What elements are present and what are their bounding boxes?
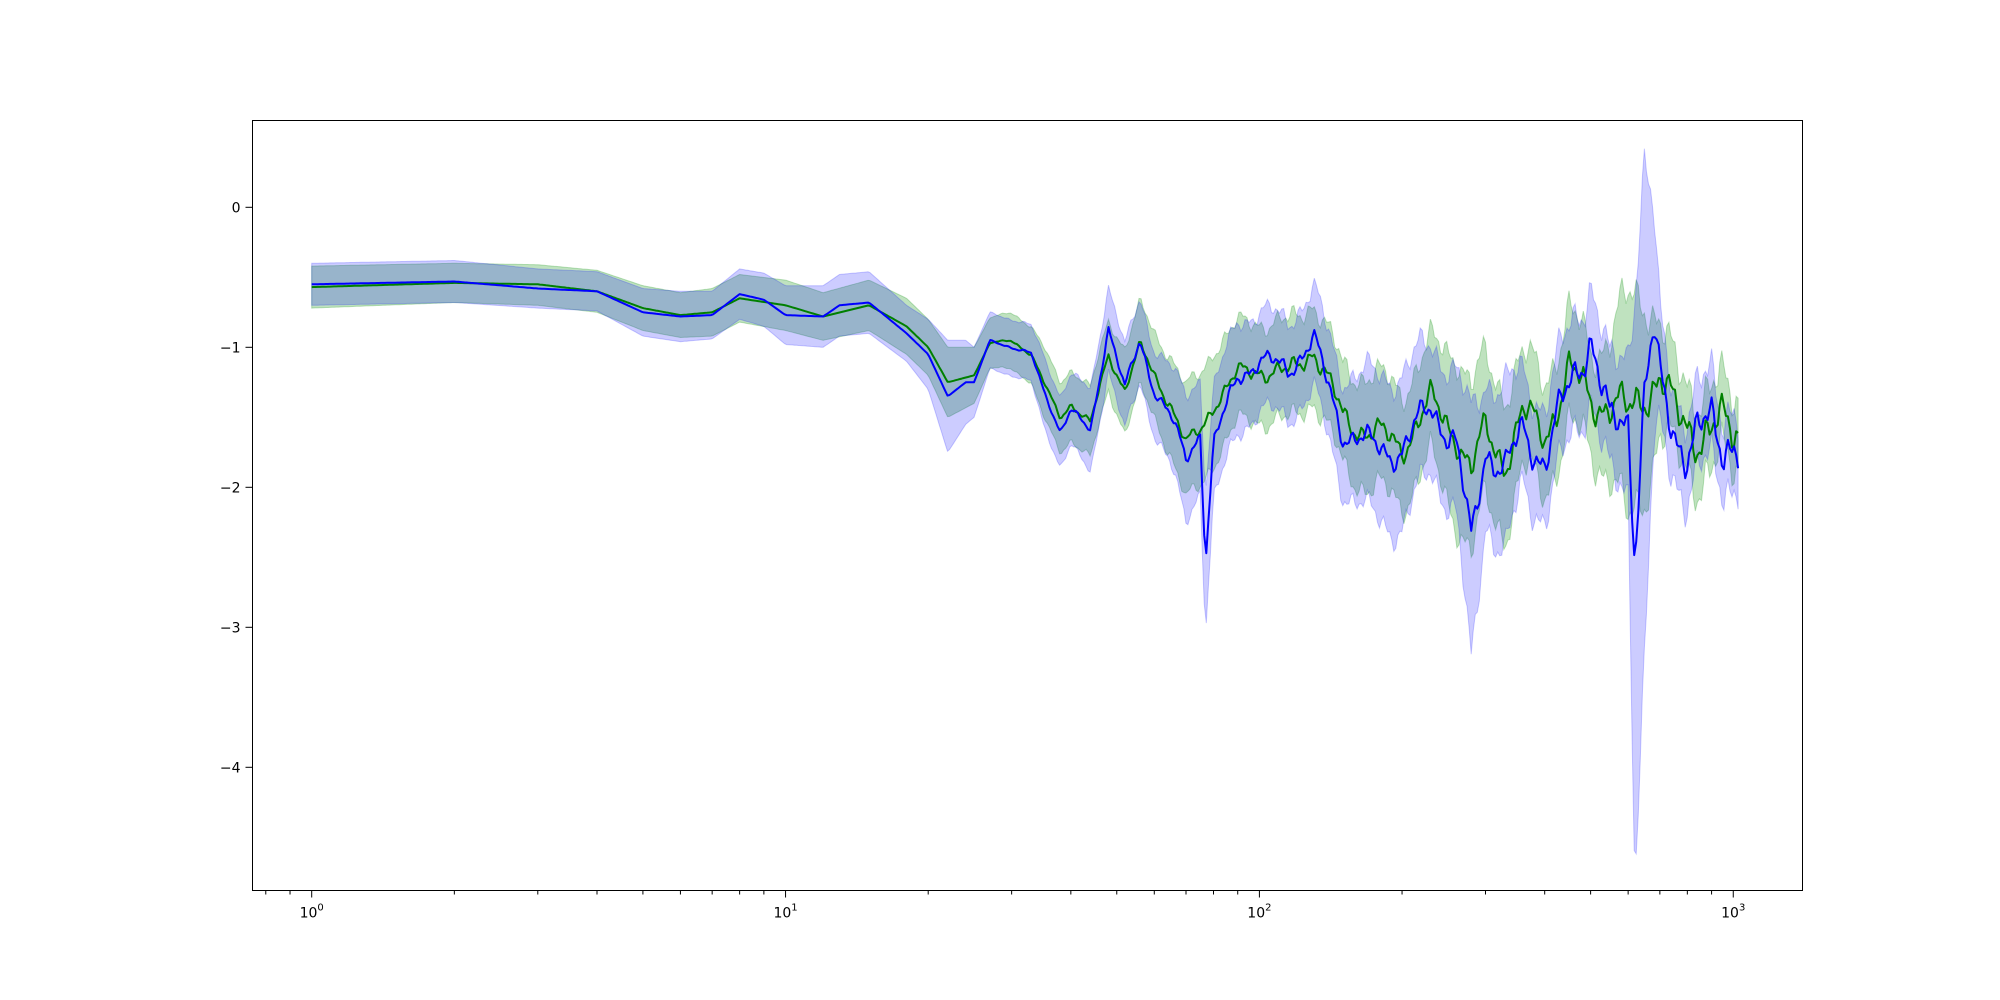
y-tick-label: −4 — [220, 760, 241, 776]
y-axis: 0 −1 −2 −3 −4 — [220, 200, 253, 776]
plot-frame — [252, 120, 1803, 891]
y-tick-label: −3 — [220, 620, 241, 636]
x-tick-label: 103 — [1721, 903, 1745, 922]
x-axis: 100 101 102 103 — [265, 890, 1745, 922]
x-tick-label: 100 — [300, 903, 324, 922]
y-tick-label: 0 — [232, 200, 241, 216]
series-lines — [311, 280, 1740, 557]
series-1-band — [311, 148, 1739, 856]
confidence-bands — [311, 148, 1739, 856]
y-tick-label: −2 — [220, 480, 241, 496]
y-tick-label: −1 — [220, 340, 241, 356]
x-tick-label: 101 — [773, 903, 797, 922]
x-tick-label: 102 — [1247, 903, 1271, 922]
series-1-line — [311, 280, 1740, 557]
